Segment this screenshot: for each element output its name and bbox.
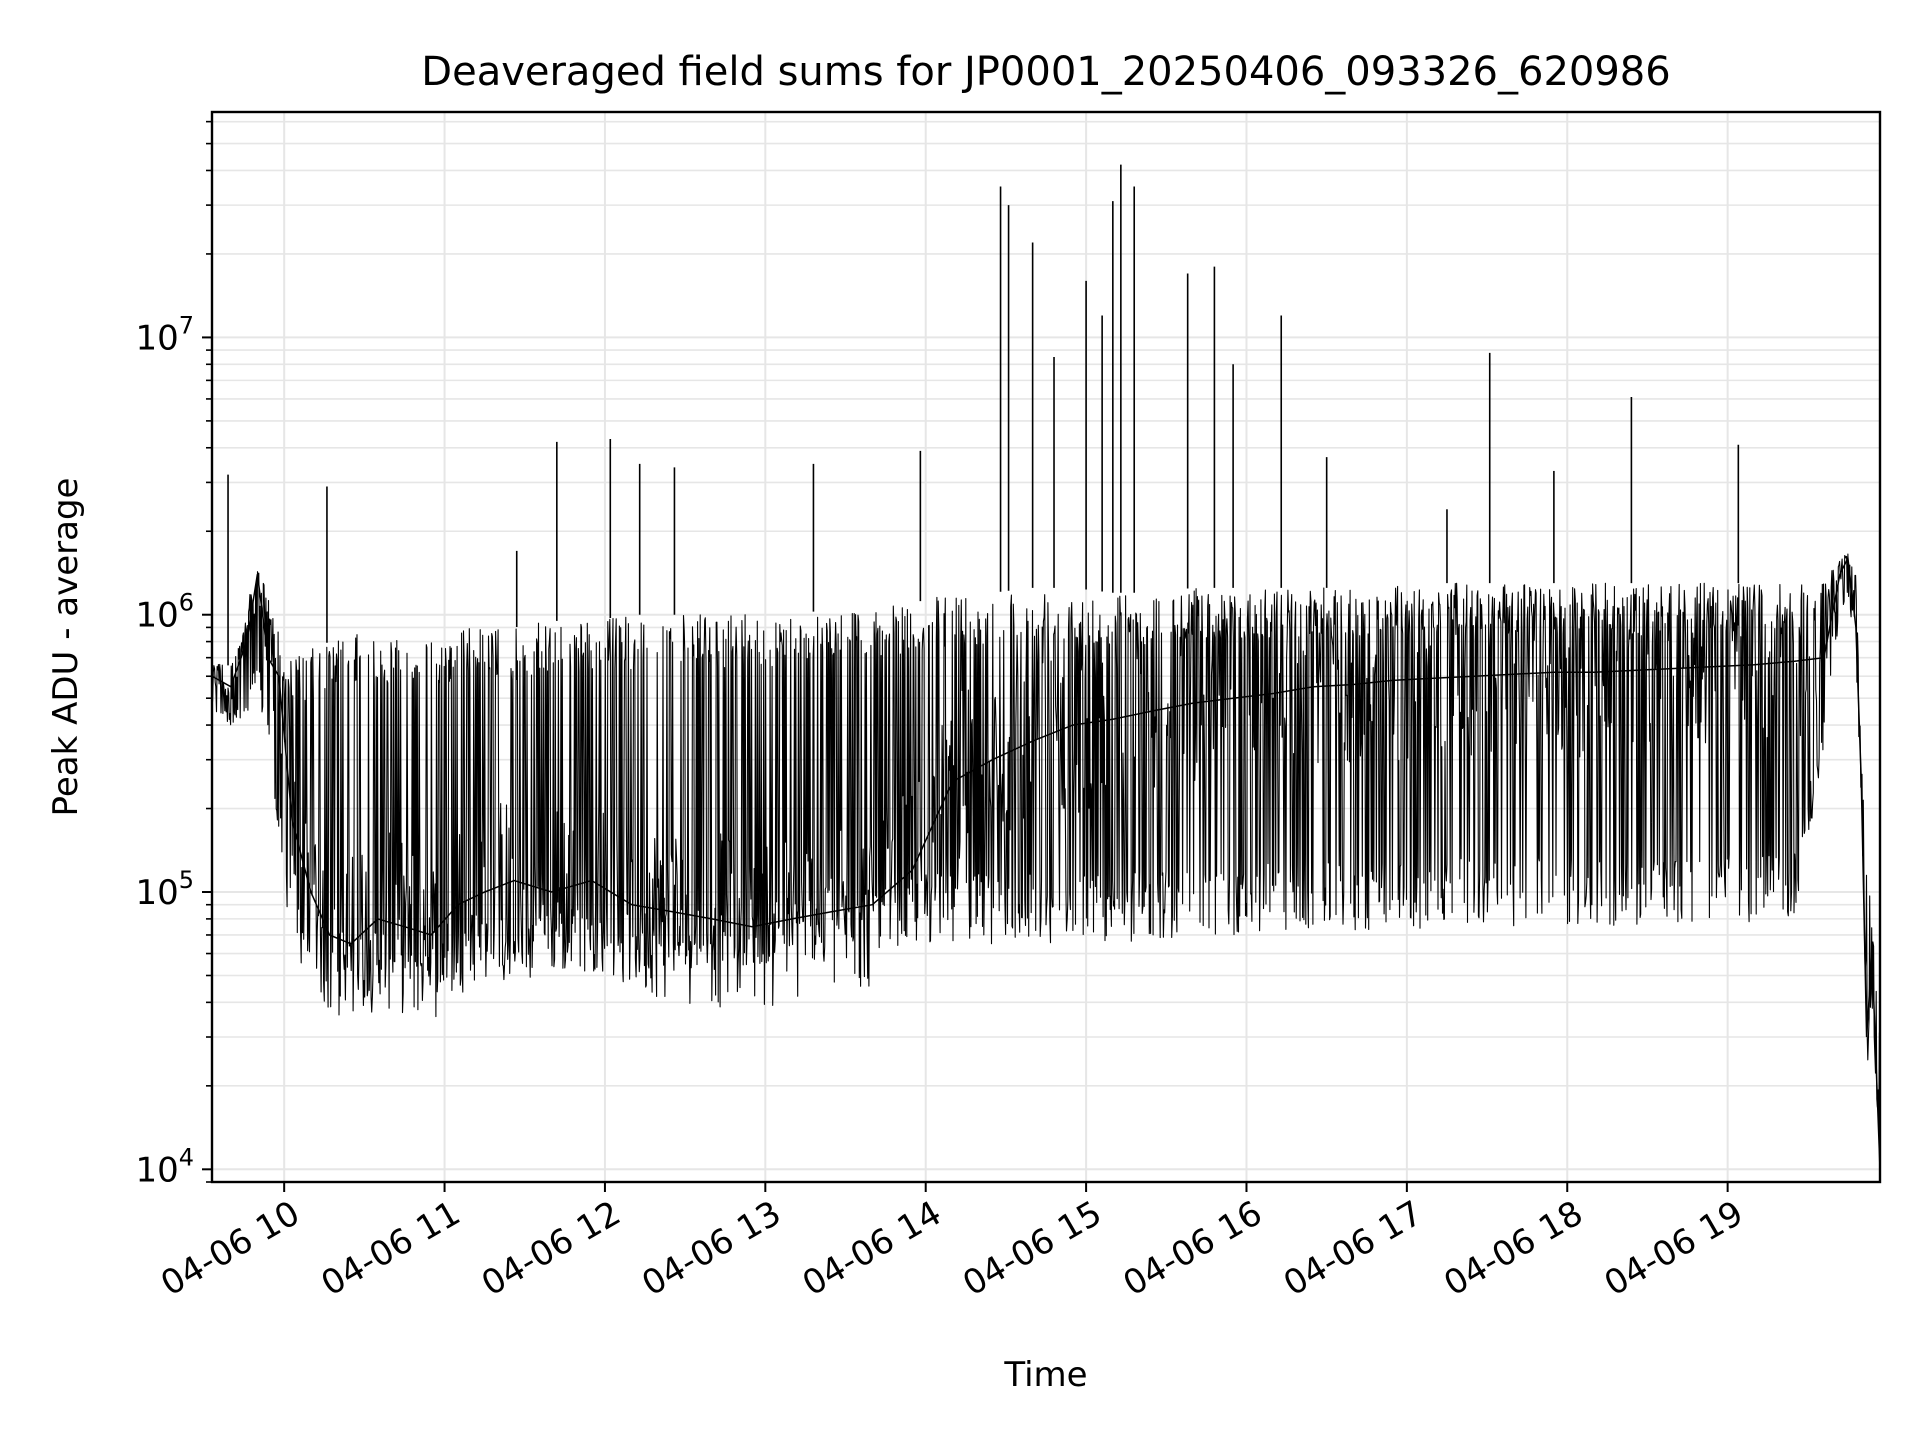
- plot-frame: [210, 110, 1882, 1184]
- x-tick-label: 04-06 12: [475, 1193, 627, 1304]
- x-tick-label: 04-06 10: [154, 1193, 306, 1304]
- y-axis-label: Peak ADU - average: [46, 478, 86, 817]
- x-tick-label: 04-06 14: [796, 1193, 948, 1304]
- data-layer: [211, 164, 1881, 1170]
- x-tick-label: 04-06 13: [635, 1193, 787, 1304]
- y-tick-label: 104: [135, 1143, 194, 1190]
- x-axis: 04-06 10 04-06 11 04-06 12 04-06 13 04-06 14…: [154, 1182, 1750, 1304]
- data-series-trend: [211, 555, 1881, 1170]
- grid-layer: [212, 112, 1880, 1183]
- y-tick-label: 105: [135, 866, 194, 913]
- data-series-line: [211, 553, 1881, 1162]
- y-tick-label: 106: [135, 589, 194, 636]
- x-tick-label: 04-06 19: [1598, 1193, 1750, 1304]
- x-tick-label: 04-06 18: [1437, 1193, 1589, 1304]
- y-tick-label: 107: [135, 311, 194, 358]
- x-tick-label: 04-06 16: [1117, 1193, 1269, 1304]
- x-tick-label: 04-06 15: [956, 1193, 1108, 1304]
- x-axis-label: Time: [1003, 1355, 1087, 1395]
- chart-title: Deaveraged field sums for JP0001_2025040…: [421, 49, 1670, 95]
- y-axis: 104 105 106 107: [135, 120, 212, 1190]
- x-tick-label: 04-06 17: [1277, 1193, 1429, 1304]
- x-tick-label: 04-06 11: [315, 1193, 467, 1304]
